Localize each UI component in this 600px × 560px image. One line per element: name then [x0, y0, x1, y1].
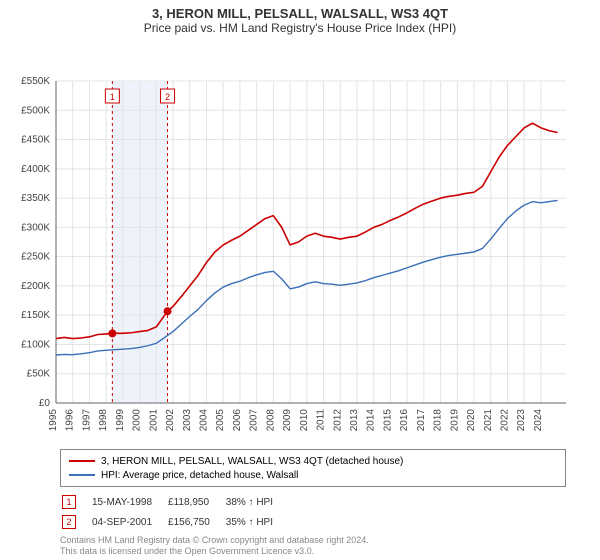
svg-text:2: 2 — [165, 92, 170, 102]
svg-text:£50K: £50K — [27, 369, 51, 380]
svg-text:£100K: £100K — [21, 339, 50, 350]
attribution-footer: Contains HM Land Registry data © Crown c… — [60, 535, 566, 558]
attribution-line-2: This data is licensed under the Open Gov… — [60, 546, 566, 557]
svg-text:2024: 2024 — [533, 409, 544, 432]
marker-badge: 2 — [62, 515, 76, 529]
svg-text:2003: 2003 — [182, 409, 193, 432]
marker-row: 2 04-SEP-2001£156,75035% ↑ HPI — [62, 513, 287, 531]
svg-text:2023: 2023 — [516, 409, 527, 432]
svg-text:£550K: £550K — [21, 76, 50, 87]
legend-label: 3, HERON MILL, PELSALL, WALSALL, WS3 4QT… — [101, 456, 403, 467]
svg-text:2013: 2013 — [349, 409, 360, 432]
svg-text:1997: 1997 — [81, 409, 92, 432]
legend-row: HPI: Average price, detached house, Wals… — [69, 468, 557, 482]
chart-title-sub: Price paid vs. HM Land Registry's House … — [0, 21, 600, 35]
marker-price: £156,750 — [168, 513, 224, 531]
svg-text:£200K: £200K — [21, 281, 50, 292]
marker-price: £118,950 — [168, 493, 224, 511]
svg-text:2017: 2017 — [416, 409, 427, 432]
svg-text:£350K: £350K — [21, 193, 50, 204]
svg-text:2000: 2000 — [132, 409, 143, 432]
svg-text:2021: 2021 — [483, 409, 494, 432]
svg-text:2002: 2002 — [165, 409, 176, 432]
svg-text:£450K: £450K — [21, 135, 50, 146]
svg-text:£300K: £300K — [21, 222, 50, 233]
svg-text:1999: 1999 — [115, 409, 126, 432]
legend-label: HPI: Average price, detached house, Wals… — [101, 470, 298, 481]
svg-text:2008: 2008 — [265, 409, 276, 432]
svg-text:£500K: £500K — [21, 105, 50, 116]
marker-delta: 35% ↑ HPI — [226, 513, 287, 531]
svg-text:2007: 2007 — [249, 409, 260, 432]
svg-text:2001: 2001 — [148, 409, 159, 432]
svg-text:£250K: £250K — [21, 252, 50, 263]
chart-container: 3, HERON MILL, PELSALL, WALSALL, WS3 4QT… — [0, 0, 600, 560]
marker-delta: 38% ↑ HPI — [226, 493, 287, 511]
chart-title-main: 3, HERON MILL, PELSALL, WALSALL, WS3 4QT — [0, 0, 600, 21]
legend-swatch — [69, 474, 95, 476]
svg-text:2022: 2022 — [499, 409, 510, 432]
svg-text:2006: 2006 — [232, 409, 243, 432]
svg-text:2014: 2014 — [366, 409, 377, 432]
svg-text:2015: 2015 — [382, 409, 393, 432]
legend: 3, HERON MILL, PELSALL, WALSALL, WS3 4QT… — [60, 449, 566, 487]
svg-text:2018: 2018 — [433, 409, 444, 432]
sale-markers-table: 1 15-MAY-1998£118,95038% ↑ HPI 2 04-SEP-200… — [60, 491, 289, 533]
svg-text:2004: 2004 — [198, 409, 209, 432]
svg-text:1996: 1996 — [65, 409, 76, 432]
svg-text:1: 1 — [110, 92, 115, 102]
svg-text:2009: 2009 — [282, 409, 293, 432]
svg-text:£0: £0 — [39, 398, 51, 409]
svg-text:2016: 2016 — [399, 409, 410, 432]
svg-text:2011: 2011 — [316, 409, 327, 431]
marker-badge: 1 — [62, 495, 76, 509]
legend-swatch — [69, 460, 95, 462]
chart-svg: £0 £50K £100K £150K £200K £250K £300K £350K £400… — [0, 35, 576, 443]
chart-plot: £0 £50K £100K £150K £200K £250K £300K £350K £400… — [0, 35, 600, 443]
svg-text:2019: 2019 — [449, 409, 460, 432]
marker-row: 1 15-MAY-1998£118,95038% ↑ HPI — [62, 493, 287, 511]
legend-row: 3, HERON MILL, PELSALL, WALSALL, WS3 4QT… — [69, 454, 557, 468]
svg-text:2005: 2005 — [215, 409, 226, 432]
svg-text:2010: 2010 — [299, 409, 310, 432]
svg-text:£150K: £150K — [21, 310, 50, 321]
svg-text:1998: 1998 — [98, 409, 109, 432]
svg-text:1995: 1995 — [48, 409, 59, 432]
marker-date: 04-SEP-2001 — [92, 513, 166, 531]
svg-text:2012: 2012 — [332, 409, 343, 432]
attribution-line-1: Contains HM Land Registry data © Crown c… — [60, 535, 566, 546]
svg-text:2020: 2020 — [466, 409, 477, 432]
marker-date: 15-MAY-1998 — [92, 493, 166, 511]
svg-text:£400K: £400K — [21, 164, 50, 175]
